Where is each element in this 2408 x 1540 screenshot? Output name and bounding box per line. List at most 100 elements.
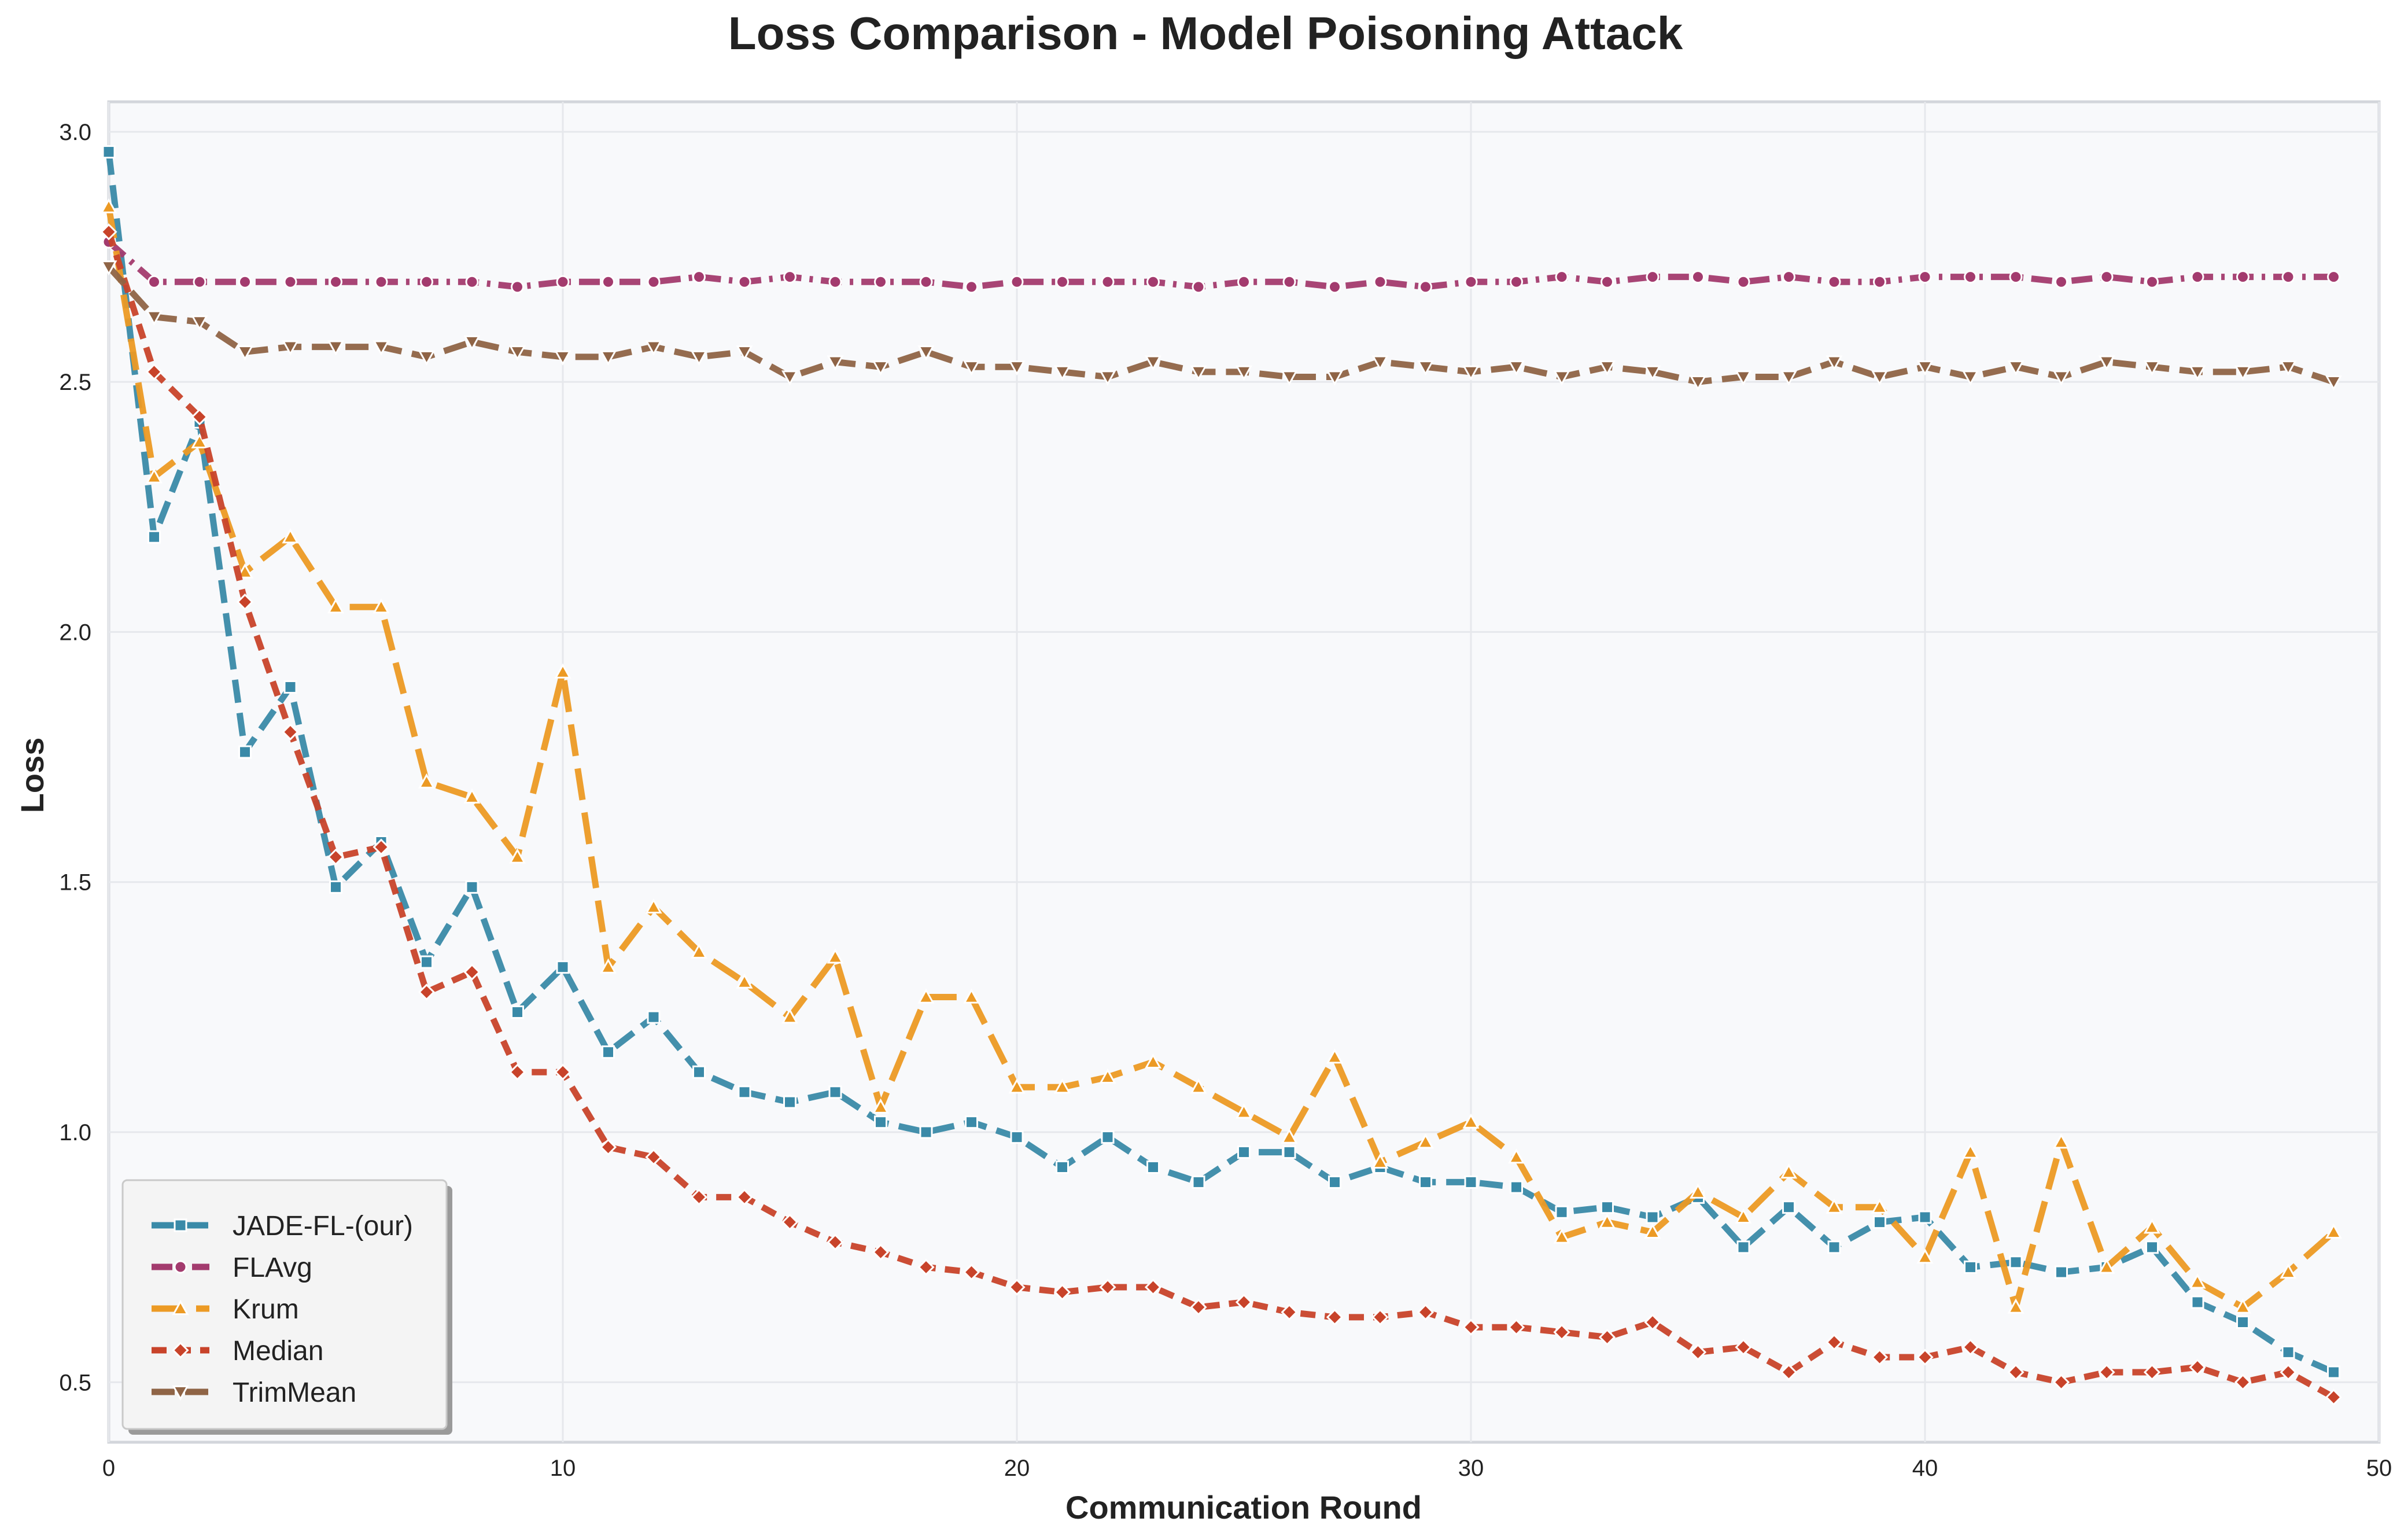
- data-point: [690, 350, 708, 366]
- data-point: [2280, 360, 2297, 376]
- data-point: [1008, 1078, 1026, 1094]
- data-point: [1099, 370, 1116, 386]
- data-point: [1827, 275, 1841, 289]
- data-point: [2143, 1364, 2161, 1381]
- data-point: [1146, 275, 1160, 289]
- data-point: [1462, 1113, 1480, 1129]
- data-point: [282, 723, 299, 740]
- series-line: [106, 239, 2334, 290]
- legend-entry: Median: [152, 1336, 323, 1366]
- data-point: [1235, 1103, 1253, 1119]
- data-point: [1601, 1200, 1614, 1214]
- data-point: [1235, 365, 1253, 381]
- legend-label: Median: [233, 1336, 323, 1366]
- data-point: [1961, 1143, 1979, 1159]
- data-point: [283, 680, 297, 694]
- data-point: [236, 345, 254, 361]
- data-point: [463, 788, 481, 804]
- data-point: [1417, 1133, 1435, 1149]
- data-point: [2234, 1298, 2252, 1314]
- data-point: [1780, 370, 1798, 386]
- data-point: [1736, 275, 1750, 289]
- data-point: [463, 963, 481, 981]
- x-tick-label: 10: [550, 1456, 576, 1481]
- data-point: [1281, 370, 1298, 386]
- data-point: [645, 340, 662, 356]
- series-flavg: [102, 235, 2340, 294]
- data-point: [736, 345, 753, 361]
- data-point: [1190, 1298, 1207, 1316]
- data-point: [511, 1005, 524, 1019]
- data-point: [1782, 1200, 1795, 1214]
- data-point: [781, 1008, 799, 1024]
- data-point: [420, 275, 433, 289]
- data-point: [147, 530, 161, 544]
- legend-marker: [174, 1218, 187, 1232]
- data-point: [145, 363, 163, 381]
- data-point: [1053, 1284, 1071, 1301]
- data-point: [1871, 370, 1889, 386]
- x-tick-label: 20: [1004, 1456, 1030, 1481]
- data-point: [1237, 275, 1251, 289]
- data-point: [1056, 1160, 1069, 1174]
- data-point: [917, 988, 935, 1004]
- data-point: [2189, 1273, 2206, 1289]
- series-jade-fl-our: [102, 145, 2340, 1379]
- y-tick-label: 0.5: [59, 1370, 91, 1395]
- legend-entry: JADE-FL-(our): [152, 1211, 413, 1241]
- data-point: [602, 1045, 615, 1059]
- data-point: [2098, 1258, 2115, 1274]
- data-point: [2281, 270, 2295, 284]
- data-point: [1417, 360, 1435, 376]
- data-point: [1144, 1279, 1162, 1296]
- data-point: [1371, 1309, 1389, 1326]
- data-point: [872, 360, 890, 376]
- data-point: [690, 943, 708, 959]
- data-point: [1964, 1260, 1977, 1274]
- data-point: [692, 270, 706, 284]
- data-point: [1555, 1205, 1569, 1219]
- data-point: [1190, 1078, 1207, 1094]
- data-point: [1326, 1309, 1344, 1326]
- data-point: [1553, 1228, 1570, 1244]
- data-point: [1326, 1048, 1344, 1064]
- data-point: [874, 1115, 887, 1129]
- series-line: [105, 206, 2336, 1311]
- data-point: [327, 598, 345, 614]
- data-point: [827, 948, 844, 964]
- data-point: [373, 598, 390, 614]
- legend: JADE-FL-(our) FLAvg Krum Median TrimMean: [121, 1179, 452, 1435]
- data-point: [1144, 355, 1162, 371]
- data-point: [1464, 1175, 1478, 1189]
- data-point: [737, 1085, 751, 1099]
- data-point: [1281, 1128, 1298, 1144]
- data-point: [2143, 360, 2161, 376]
- data-point: [1601, 275, 1614, 289]
- data-point: [554, 350, 571, 366]
- data-point: [2189, 365, 2206, 381]
- data-point: [2009, 1255, 2023, 1269]
- data-point: [329, 275, 342, 289]
- data-point: [917, 1258, 935, 1276]
- series-krum: [100, 198, 2343, 1314]
- data-point: [1510, 1180, 1523, 1194]
- data-point: [1961, 1339, 1979, 1356]
- plot-area: [107, 100, 2381, 1444]
- data-point: [463, 335, 481, 351]
- y-tick-label: 2.5: [59, 370, 91, 395]
- legend-box: [121, 1179, 448, 1430]
- data-point: [917, 345, 935, 361]
- data-point: [100, 198, 117, 213]
- data-point: [2052, 370, 2070, 386]
- legend-label: TrimMean: [233, 1377, 356, 1408]
- data-point: [2327, 270, 2340, 284]
- series-layer: [100, 145, 2343, 1406]
- data-point: [2007, 360, 2025, 376]
- data-point: [1873, 1215, 1886, 1229]
- data-point: [1689, 1343, 1707, 1361]
- x-tick-label: 0: [102, 1456, 115, 1481]
- data-point: [1281, 1303, 1298, 1321]
- data-point: [647, 275, 661, 289]
- data-point: [373, 340, 390, 356]
